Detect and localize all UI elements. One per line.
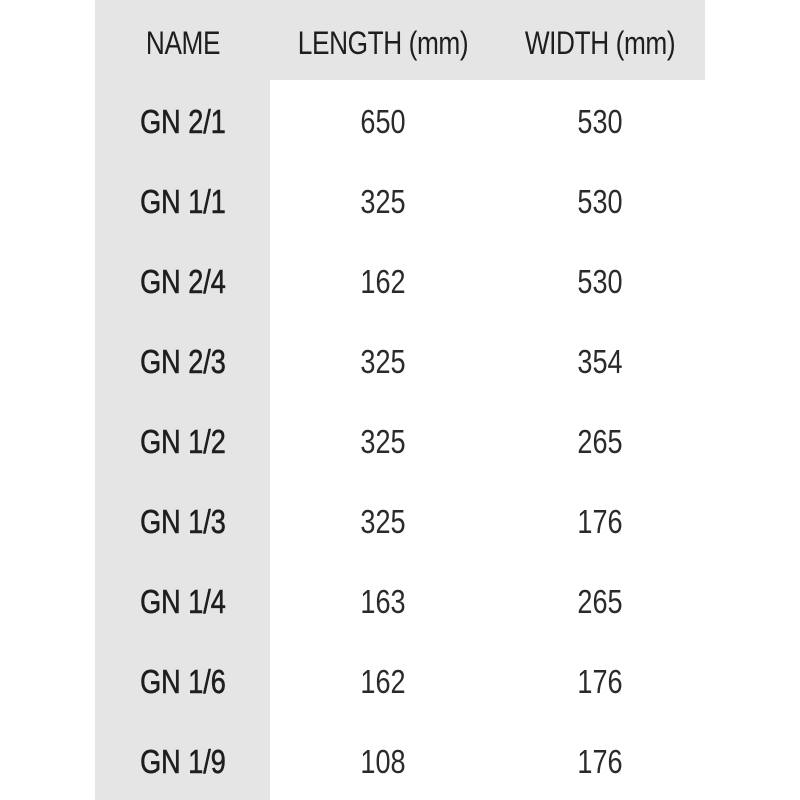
row-name: GN 1/9 — [140, 743, 226, 781]
cell-value: 176 — [577, 663, 623, 700]
row-name: GN 1/1 — [140, 183, 226, 221]
cell-value: 162 — [360, 663, 406, 700]
cell-value: 325 — [360, 423, 406, 460]
row-name: GN 1/4 — [140, 583, 226, 621]
row-name: GN 1/2 — [140, 423, 226, 461]
cell-value: 530 — [577, 183, 623, 220]
cell-value: 163 — [360, 583, 406, 620]
cell-value: 325 — [360, 503, 406, 540]
cell-value: 176 — [577, 503, 623, 540]
cell-value: 650 — [360, 103, 406, 140]
column-header: WIDTH (mm) — [524, 25, 676, 61]
row-name: GN 2/4 — [140, 263, 226, 301]
cell-value: 354 — [577, 343, 623, 380]
row-name: GN 2/1 — [140, 103, 226, 141]
column-header: NAME — [145, 25, 221, 61]
column-header: LENGTH (mm) — [297, 25, 469, 61]
cell-value: 108 — [360, 743, 406, 780]
name-column-background — [95, 0, 270, 800]
row-name: GN 1/3 — [140, 503, 226, 541]
cell-value: 325 — [360, 343, 406, 380]
cell-value: 265 — [577, 423, 623, 460]
cell-value: 162 — [360, 263, 406, 300]
row-name: GN 2/3 — [140, 343, 226, 381]
cell-value: 530 — [577, 103, 623, 140]
cell-value: 530 — [577, 263, 623, 300]
cell-value: 265 — [577, 583, 623, 620]
cell-value: 176 — [577, 743, 623, 780]
row-name: GN 1/6 — [140, 663, 226, 701]
cell-value: 325 — [360, 183, 406, 220]
